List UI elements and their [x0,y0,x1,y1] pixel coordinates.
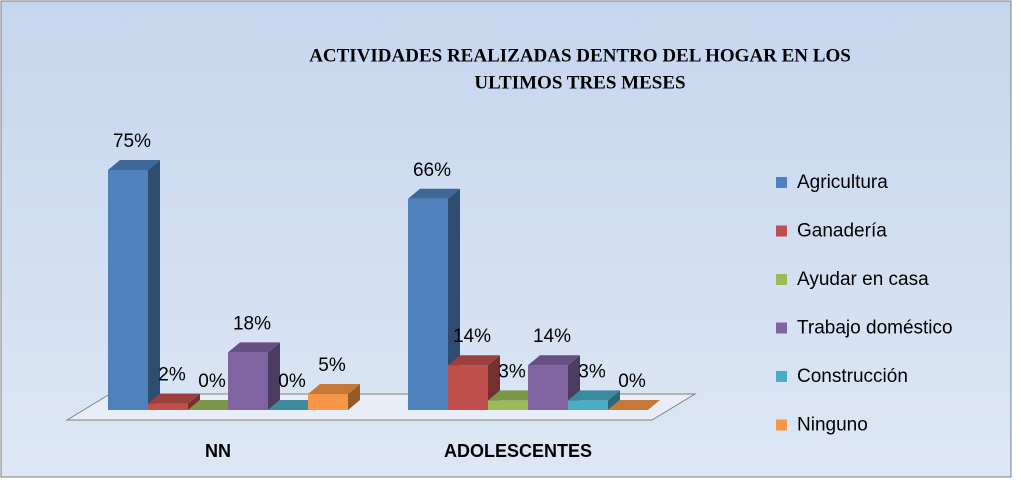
x-tick-label: NN [205,441,231,461]
data-label: 2% [158,365,186,386]
data-label: 3% [498,361,526,382]
data-label: 3% [578,361,606,382]
bar-top [408,188,460,199]
bar-top [228,342,280,353]
bar-side [448,188,460,410]
bar [148,403,188,410]
data-label: 0% [278,371,306,392]
chart-title: ACTIVIDADES REALIZADAS DENTRO DEL HOGAR … [309,45,851,66]
bar [568,400,608,410]
data-label: 5% [318,355,346,376]
bar-top [308,384,360,394]
bar-top [188,400,240,410]
bar-top [448,355,500,366]
legend-label: Ayudar en casa [797,269,929,290]
legend-swatch [776,274,787,285]
bar [308,394,348,410]
bar-top [108,160,160,170]
bar-side [148,160,160,410]
bar [528,365,568,410]
legend-swatch [776,322,787,334]
bar-top [608,400,660,410]
legend-swatch [776,177,787,188]
bar-top [568,390,620,401]
data-label: 18% [233,313,271,334]
legend-label: Agricultura [797,172,888,193]
bar-top [268,400,320,410]
legend-label: Trabajo doméstico [797,318,953,339]
bar [408,198,448,410]
bar-top [488,390,540,401]
legend-swatch [776,371,787,382]
data-label: 14% [453,326,491,347]
data-label: 66% [413,160,451,181]
bar [228,352,268,410]
bar-top [528,355,580,366]
bar-side [188,393,200,410]
bar [448,365,488,410]
legend-swatch [776,419,787,431]
data-label: 0% [618,371,646,392]
bar-side [348,384,360,410]
bar [488,400,528,410]
x-tick-label: ADOLESCENTES [444,441,592,461]
bar-side [268,342,280,410]
legend-label: Ninguno [797,415,868,436]
legend-swatch [776,225,787,237]
data-label: 0% [198,371,226,392]
bar [108,170,148,410]
chart-title: ULTIMOS TRES MESES [474,72,685,93]
data-label: 75% [113,131,151,152]
legend-label: Construcción [797,366,908,387]
bar-side [608,390,620,410]
bar-top [148,393,200,404]
data-label: 14% [533,326,571,347]
legend-label: Ganadería [797,221,887,242]
